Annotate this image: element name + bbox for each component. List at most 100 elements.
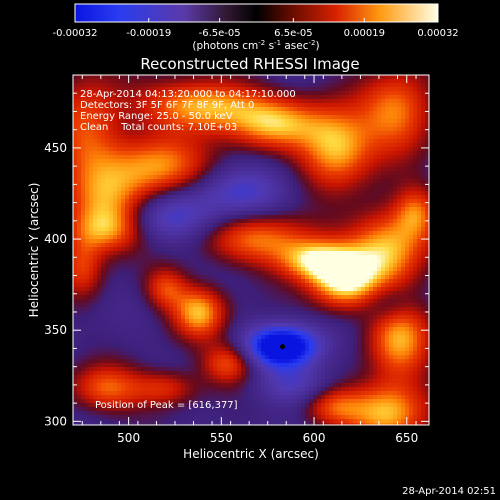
heatmap-cell — [185, 227, 189, 231]
heatmap-cell — [201, 83, 205, 87]
heatmap-cell — [417, 187, 421, 191]
heatmap-cell — [397, 227, 401, 231]
heatmap-cell — [257, 279, 261, 283]
heatmap-cell — [85, 91, 89, 95]
heatmap-cell — [325, 279, 329, 283]
heatmap-cell — [161, 283, 165, 287]
heatmap-cell — [141, 287, 145, 291]
heatmap-cell — [325, 243, 329, 247]
heatmap-cell — [257, 287, 261, 291]
heatmap-cell — [273, 247, 277, 251]
heatmap-cell — [113, 183, 117, 187]
heatmap-cell — [121, 87, 125, 91]
heatmap-cell — [325, 191, 329, 195]
heatmap-cell — [369, 135, 373, 139]
heatmap-cell — [281, 295, 285, 299]
heatmap-cell — [361, 87, 365, 91]
heatmap-cell — [213, 283, 217, 287]
heatmap-cell — [205, 191, 209, 195]
heatmap-cell — [201, 223, 205, 227]
heatmap-cell — [309, 143, 313, 147]
heatmap-cell — [265, 123, 269, 127]
heatmap-cell — [273, 275, 277, 279]
heatmap-cell — [421, 111, 425, 115]
heatmap-cell — [365, 243, 369, 247]
heatmap-cell — [209, 235, 213, 239]
heatmap-cell — [417, 75, 421, 79]
heatmap-cell — [269, 95, 273, 99]
heatmap-cell — [273, 263, 277, 267]
heatmap-cell — [405, 99, 409, 103]
heatmap-cell — [265, 147, 269, 151]
heatmap-cell — [165, 211, 169, 215]
heatmap-cell — [321, 187, 325, 191]
heatmap-cell — [177, 239, 181, 243]
heatmap-cell — [145, 187, 149, 191]
heatmap-cell — [89, 275, 93, 279]
heatmap-cell — [257, 183, 261, 187]
heatmap-cell — [329, 151, 333, 155]
heatmap-cell — [93, 115, 97, 119]
heatmap-cell — [217, 207, 221, 211]
heatmap-cell — [265, 119, 269, 123]
heatmap-cell — [393, 223, 397, 227]
heatmap-cell — [309, 179, 313, 183]
heatmap-cell — [221, 279, 225, 283]
heatmap-cell — [129, 175, 133, 179]
heatmap-cell — [329, 271, 333, 275]
heatmap-cell — [325, 75, 329, 79]
heatmap-cell — [397, 287, 401, 291]
heatmap-cell — [141, 135, 145, 139]
heatmap-cell — [301, 155, 305, 159]
heatmap-cell — [121, 159, 125, 163]
heatmap-cell — [77, 151, 81, 155]
heatmap-cell — [109, 287, 113, 291]
heatmap-cell — [141, 83, 145, 87]
heatmap-cell — [249, 279, 253, 283]
heatmap-cell — [325, 223, 329, 227]
heatmap-cell — [425, 251, 429, 255]
heatmap-cell — [297, 79, 301, 83]
heatmap-cell — [221, 191, 225, 195]
heatmap-cell — [121, 151, 125, 155]
heatmap-cell — [141, 103, 145, 107]
heatmap-cell — [225, 295, 229, 299]
heatmap-cell — [357, 283, 361, 287]
heatmap-cell — [133, 187, 137, 191]
heatmap-cell — [101, 135, 105, 139]
heatmap-cell — [137, 151, 141, 155]
heatmap-cell — [249, 135, 253, 139]
heatmap-cell — [205, 187, 209, 191]
heatmap-cell — [265, 243, 269, 247]
heatmap-cell — [317, 267, 321, 271]
heatmap-cell — [413, 123, 417, 127]
heatmap-cell — [141, 119, 145, 123]
heatmap-cell — [145, 163, 149, 167]
heatmap-cell — [105, 175, 109, 179]
heatmap-cell — [177, 219, 181, 223]
heatmap-cell — [357, 203, 361, 207]
heatmap-cell — [157, 139, 161, 143]
heatmap-cell — [141, 195, 145, 199]
heatmap-cell — [101, 231, 105, 235]
heatmap-cell — [341, 235, 345, 239]
heatmap-cell — [153, 227, 157, 231]
heatmap-cell — [349, 227, 353, 231]
heatmap-cell — [117, 167, 121, 171]
heatmap-cell — [109, 91, 113, 95]
heatmap-cell — [129, 151, 133, 155]
heatmap-cell — [85, 123, 89, 127]
heatmap-cell — [233, 291, 237, 295]
heatmap-cell — [365, 275, 369, 279]
heatmap-cell — [217, 195, 221, 199]
heatmap-cell — [421, 155, 425, 159]
heatmap-cell — [161, 103, 165, 107]
heatmap-cell — [189, 183, 193, 187]
heatmap-cell — [273, 127, 277, 131]
heatmap-cell — [141, 171, 145, 175]
heatmap-cell — [353, 131, 357, 135]
heatmap-cell — [117, 87, 121, 91]
heatmap-cell — [329, 103, 333, 107]
heatmap-cell — [369, 151, 373, 155]
heatmap-cell — [369, 279, 373, 283]
